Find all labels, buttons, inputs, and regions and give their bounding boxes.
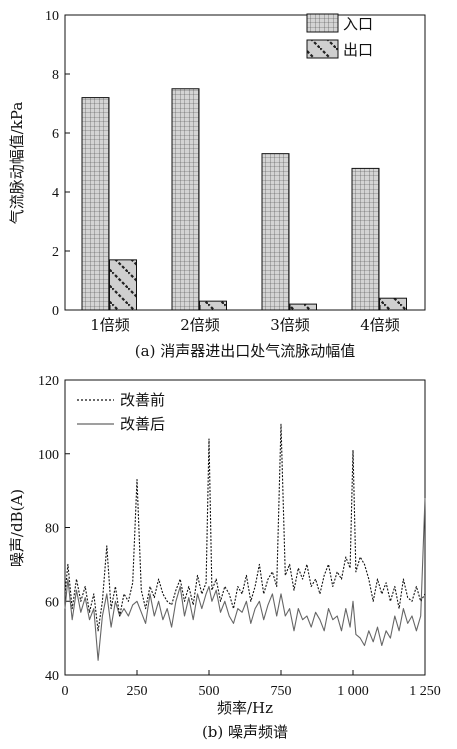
spectrum-x-tick-label: 1 000 <box>337 684 369 699</box>
bar-inlet <box>261 153 290 311</box>
bar-y-tick-label: 10 <box>45 9 59 24</box>
legend-label-before: 改善前 <box>120 391 165 409</box>
bar-chart-caption: (a) 消声器进出口处气流脉动幅值 <box>135 342 355 360</box>
bar-inlet <box>171 88 200 311</box>
legend-swatch-outlet <box>306 39 339 59</box>
spectrum-caption: (b) 噪声频谱 <box>202 723 288 741</box>
spectrum-y-tick-label: 80 <box>45 522 59 537</box>
spectrum-x-axis-label: 频率/Hz <box>217 699 273 717</box>
spectrum-x-tick-label: 250 <box>127 684 148 699</box>
bar-y-tick-label: 2 <box>52 245 59 260</box>
spectrum-x-tick-label: 750 <box>271 684 292 699</box>
spectrum-y-tick-label: 100 <box>38 448 59 463</box>
bar-y-tick-label: 8 <box>52 68 59 83</box>
bar-inlet <box>351 167 380 311</box>
bar-outlet <box>379 297 407 311</box>
spectrum-x-tick-label: 0 <box>62 684 69 699</box>
spectrum-y-tick-label: 60 <box>45 595 59 610</box>
spectrum-frame <box>64 379 426 676</box>
bar-y-tick-label: 0 <box>52 304 59 319</box>
spectrum-legend: 改善前 改善后 <box>77 391 165 433</box>
spectrum-x-tick-label: 1 250 <box>409 684 441 699</box>
bar-outlet <box>199 300 227 311</box>
bar-category-label: 1倍频 <box>90 316 130 334</box>
spectrum-y-tick-label: 120 <box>38 374 59 389</box>
spectrum-y-axis-label: 噪声/dB(A) <box>8 489 26 567</box>
bar-chart-y-ticks: 0 2 4 6 8 10 <box>45 9 70 319</box>
bar-category-label: 3倍频 <box>270 316 310 334</box>
spectrum-x-ticks: 0 250 500 750 1 000 1 250 <box>62 670 441 699</box>
legend-label-after: 改善后 <box>120 415 165 433</box>
bar-chart-y-axis-label: 气流脉动幅值/kPa <box>8 102 26 225</box>
noise-spectrum-panel: 40 60 80 100 120 0 250 500 750 1 000 1 250 改善前 改善… <box>8 374 441 741</box>
bar-chart-legend: 入口 出口 <box>306 13 373 59</box>
bar-y-tick-label: 6 <box>52 127 59 142</box>
spectrum-lines <box>64 423 426 661</box>
series-line-before <box>64 423 426 632</box>
legend-label-inlet: 入口 <box>343 15 373 33</box>
bar-chart-panel: 0 2 4 6 8 10 1倍频 2倍频 3倍频 4倍频 入口 出口 气流脉动幅值/kPa (a… <box>8 9 426 360</box>
legend-swatch-inlet <box>306 13 339 33</box>
bar-y-tick-label: 4 <box>52 186 59 201</box>
bar-chart-frame <box>64 14 426 311</box>
bar-outlet <box>289 303 317 311</box>
spectrum-x-tick-label: 500 <box>199 684 220 699</box>
series-line-after <box>64 497 426 661</box>
bar-chart-bars <box>81 88 407 311</box>
bar-inlet <box>81 97 110 311</box>
spectrum-y-tick-label: 40 <box>45 669 59 684</box>
bar-category-label: 2倍频 <box>180 316 220 334</box>
bar-category-label: 4倍频 <box>360 316 400 334</box>
bar-chart-x-ticks: 1倍频 2倍频 3倍频 4倍频 <box>90 305 400 334</box>
bar-outlet <box>109 259 137 311</box>
legend-label-outlet: 出口 <box>343 41 373 59</box>
spectrum-y-ticks: 40 60 80 100 120 <box>38 374 70 684</box>
